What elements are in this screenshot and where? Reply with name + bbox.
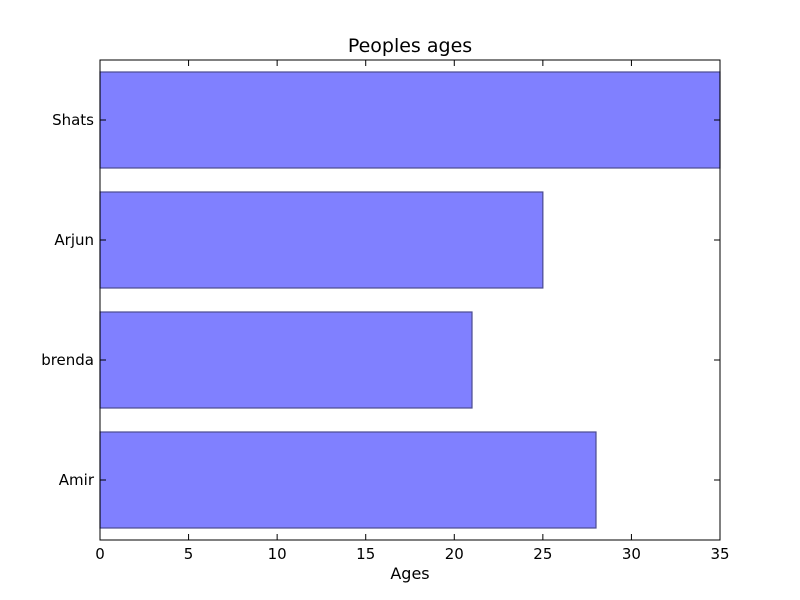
- y-tick-label-amir: Amir: [59, 471, 95, 489]
- x-tick-label-15: 15: [356, 545, 375, 563]
- x-tick-label-35: 35: [710, 545, 729, 563]
- bars-layer: [99, 71, 721, 529]
- bar-arjun: [99, 191, 544, 289]
- x-tick-label-25: 25: [533, 545, 552, 563]
- x-tick-label-0: 0: [95, 545, 105, 563]
- x-tick-label-20: 20: [445, 545, 464, 563]
- x-tick-label-30: 30: [622, 545, 641, 563]
- y-tick-label-shats: Shats: [52, 111, 94, 129]
- chart-title: Peoples ages: [348, 35, 472, 57]
- y-tick-label-arjun: Arjun: [54, 231, 94, 249]
- x-tick-label-5: 5: [184, 545, 194, 563]
- bar-brenda: [99, 311, 473, 409]
- x-tick-label-10: 10: [268, 545, 287, 563]
- bar-shats: [99, 71, 721, 169]
- x-axis-label: Ages: [390, 564, 429, 583]
- ticks-layer: Amir brenda Arjun Shats 0 5 10 15 20 25 30 35: [41, 60, 730, 563]
- plot-frame: [99, 59, 721, 541]
- y-tick-label-brenda: brenda: [41, 351, 94, 369]
- bar-amir: [99, 431, 597, 529]
